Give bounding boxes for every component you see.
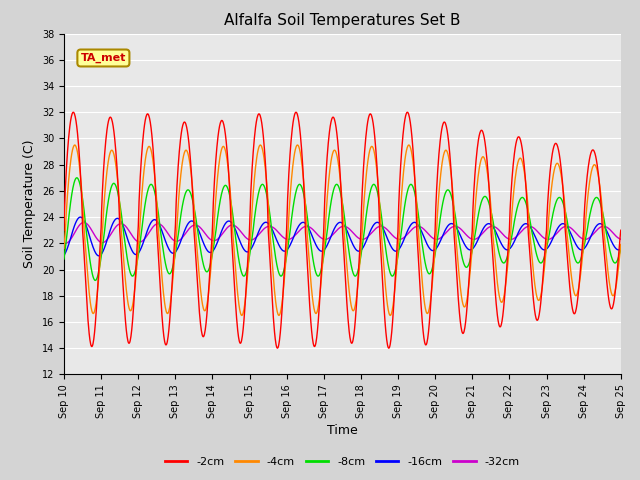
Legend: -2cm, -4cm, -8cm, -16cm, -32cm: -2cm, -4cm, -8cm, -16cm, -32cm	[161, 452, 524, 471]
Y-axis label: Soil Temperature (C): Soil Temperature (C)	[23, 140, 36, 268]
Title: Alfalfa Soil Temperatures Set B: Alfalfa Soil Temperatures Set B	[224, 13, 461, 28]
Text: TA_met: TA_met	[81, 53, 126, 63]
X-axis label: Time: Time	[327, 424, 358, 437]
